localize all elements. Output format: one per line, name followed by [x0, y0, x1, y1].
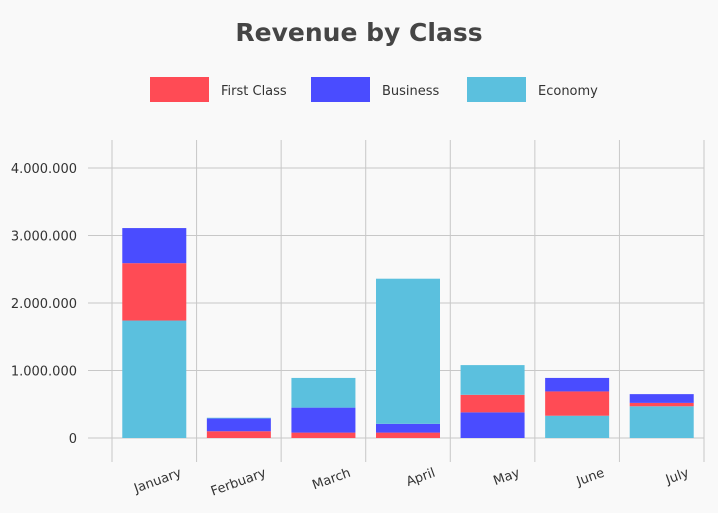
- bar-may-first-class: [460, 394, 525, 413]
- x-tick-label-5: June: [574, 466, 607, 490]
- bar-january-business: [122, 228, 187, 264]
- bar-january-first-class: [122, 263, 187, 321]
- legend-label-1: Business: [382, 84, 440, 99]
- legend-swatch-1: [311, 77, 370, 102]
- bar-ferbuary-business: [206, 418, 271, 432]
- y-axis: 0 1.000.000 2.000.000 3.000.000 4.000.000: [11, 162, 77, 447]
- y-tick-label-4: 4.000.000: [11, 162, 77, 177]
- bar-april-business: [376, 423, 440, 433]
- bar-april-first-class: [376, 432, 440, 438]
- y-tick-label-2: 2.000.000: [11, 297, 77, 312]
- bar-january-economy: [122, 320, 187, 438]
- x-tick-label-0: January: [131, 466, 184, 497]
- bar-june-business: [545, 377, 610, 392]
- legend-swatch-2: [467, 77, 526, 102]
- bar-july-economy: [629, 406, 694, 438]
- bar-july-first-class: [629, 402, 694, 407]
- chart-title: Revenue by Class: [235, 18, 483, 47]
- bar-july-business: [629, 394, 694, 403]
- bar-june-first-class: [545, 391, 610, 416]
- y-tick-label-1: 1.000.000: [11, 365, 77, 380]
- y-tick-label-0: 0: [69, 432, 77, 447]
- x-tick-label-2: March: [310, 466, 352, 494]
- bar-ferbuary-economy: [206, 417, 271, 419]
- bar-may-business: [460, 412, 525, 438]
- x-tick-label-1: Ferbuary: [209, 466, 269, 500]
- bar-march-economy: [291, 377, 356, 408]
- y-tick-label-3: 3.000.000: [11, 230, 77, 245]
- x-tick-label-6: July: [663, 466, 691, 489]
- legend-label-2: Economy: [538, 84, 598, 99]
- bar-may-economy: [460, 365, 525, 395]
- bar-june-economy: [545, 415, 610, 438]
- legend: First Class Business Economy: [150, 77, 598, 102]
- x-tick-label-3: April: [404, 466, 437, 490]
- bar-march-first-class: [291, 432, 356, 438]
- x-axis: January Ferbuary March April May June July: [131, 466, 691, 500]
- bar-march-business: [291, 407, 356, 433]
- bar-april-economy: [376, 278, 440, 424]
- x-tick-label-4: May: [492, 466, 523, 489]
- legend-swatch-0: [150, 77, 209, 102]
- bars: [122, 228, 694, 438]
- legend-label-0: First Class: [221, 84, 287, 99]
- bar-ferbuary-first-class: [206, 431, 271, 438]
